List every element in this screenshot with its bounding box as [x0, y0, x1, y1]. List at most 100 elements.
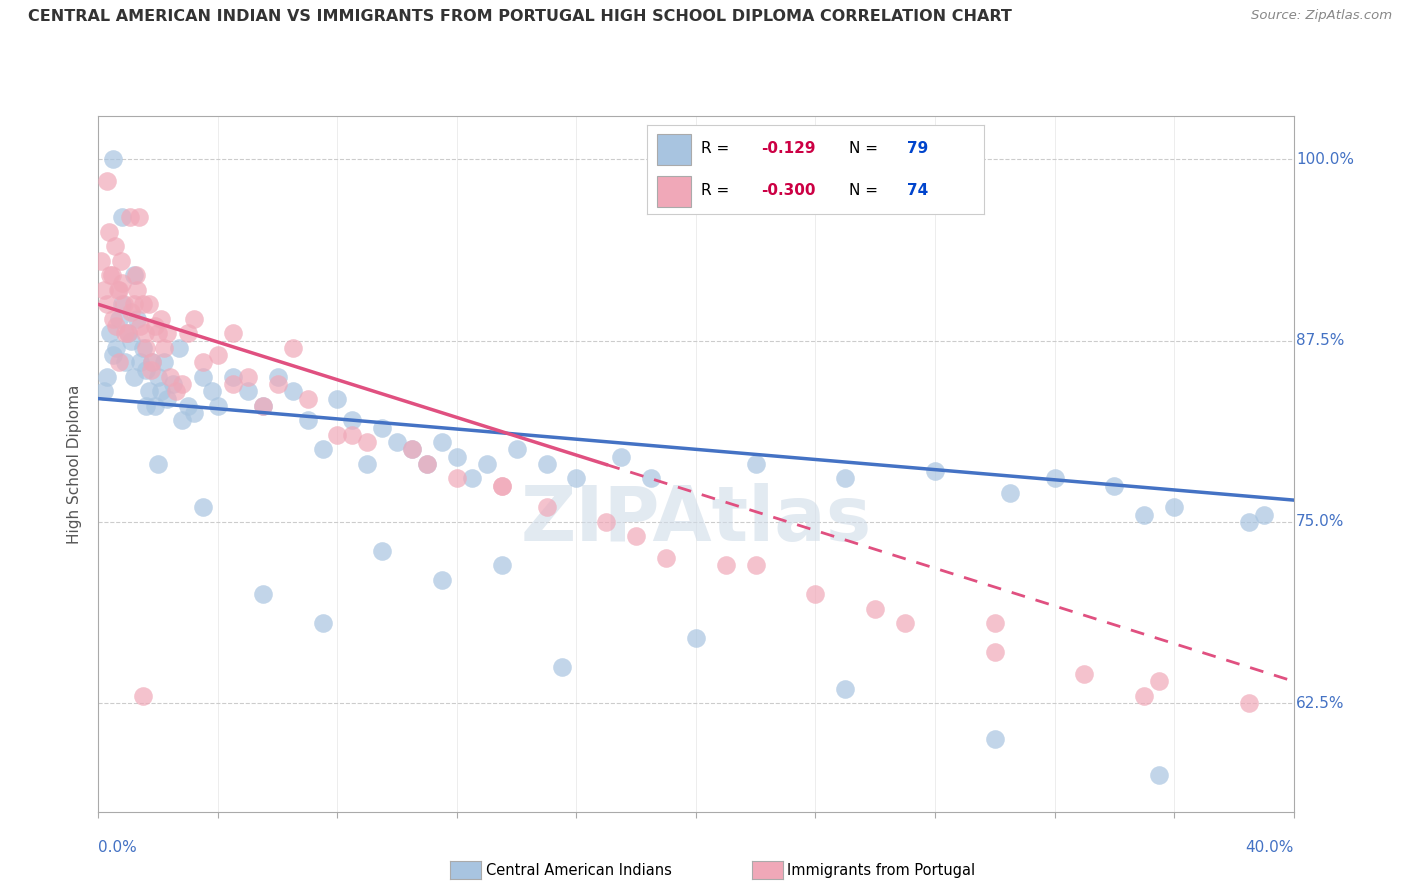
Point	[96, 174, 118, 188]
Point	[139, 362, 162, 376]
Text: R =: R =	[700, 142, 734, 156]
FancyBboxPatch shape	[657, 134, 690, 165]
Text: CENTRAL AMERICAN INDIAN VS IMMIGRANTS FROM PORTUGAL HIGH SCHOOL DIPLOMA CORRELAT: CENTRAL AMERICAN INDIAN VS IMMIGRANTS FR…	[28, 9, 1012, 24]
Text: 0.0%: 0.0%	[98, 839, 138, 855]
Point	[156, 326, 179, 341]
Point	[207, 399, 229, 413]
Point	[1237, 515, 1260, 529]
Point	[105, 319, 128, 334]
Point	[124, 268, 146, 283]
Point	[135, 341, 157, 355]
Point	[685, 631, 707, 645]
Point	[281, 384, 304, 399]
Point	[124, 369, 146, 384]
Point	[281, 341, 304, 355]
Point	[834, 681, 856, 696]
Point	[252, 399, 274, 413]
Point	[267, 377, 290, 392]
Point	[356, 435, 378, 450]
Point	[172, 377, 194, 392]
Point	[114, 355, 136, 369]
Point	[491, 478, 513, 492]
Text: N =: N =	[849, 142, 879, 156]
Point	[222, 326, 245, 341]
Point	[342, 427, 364, 442]
Point	[128, 211, 150, 225]
Point	[222, 377, 245, 392]
Point	[745, 457, 768, 471]
Point	[97, 225, 120, 239]
Point	[1237, 696, 1260, 710]
Point	[98, 326, 122, 341]
Point	[159, 369, 181, 384]
Point	[138, 384, 160, 399]
Point	[177, 326, 200, 341]
Text: Central American Indians: Central American Indians	[486, 863, 672, 878]
Point	[326, 427, 349, 442]
Text: N =: N =	[849, 184, 879, 198]
Point	[191, 355, 214, 369]
Point	[183, 406, 205, 420]
Point	[141, 355, 163, 369]
Point	[165, 384, 187, 399]
Point	[172, 413, 194, 427]
Point	[93, 283, 115, 297]
Point	[150, 312, 173, 326]
Point	[162, 377, 184, 392]
Point	[132, 297, 155, 311]
Point	[297, 413, 319, 427]
Point	[1253, 508, 1275, 522]
Point	[124, 297, 146, 311]
Point	[416, 457, 439, 471]
Point	[430, 435, 453, 450]
Point	[297, 392, 319, 406]
Text: 40.0%: 40.0%	[1246, 839, 1294, 855]
Point	[1147, 768, 1170, 782]
Point	[1133, 689, 1156, 703]
Point	[129, 319, 152, 334]
Point	[167, 341, 190, 355]
Text: ZIPAtlas: ZIPAtlas	[520, 483, 872, 557]
Point	[150, 384, 173, 399]
Point	[461, 471, 484, 485]
Point	[103, 153, 125, 167]
Point	[108, 283, 131, 297]
Point	[222, 369, 245, 384]
Point	[506, 442, 529, 457]
Point	[112, 297, 135, 311]
Text: 79: 79	[907, 142, 928, 156]
Text: -0.300: -0.300	[762, 184, 815, 198]
Point	[98, 268, 122, 283]
Point	[125, 268, 148, 283]
Point	[156, 392, 179, 406]
Point	[153, 341, 176, 355]
Point	[117, 326, 139, 341]
Text: 74: 74	[907, 184, 928, 198]
Point	[236, 384, 259, 399]
Point	[446, 450, 468, 464]
Point	[96, 297, 118, 311]
Point	[148, 457, 170, 471]
Point	[252, 399, 274, 413]
Point	[595, 515, 617, 529]
Text: Source: ZipAtlas.com: Source: ZipAtlas.com	[1251, 9, 1392, 22]
Point	[132, 341, 155, 355]
Point	[863, 601, 886, 615]
Point	[153, 355, 176, 369]
Point	[138, 297, 160, 311]
Point	[201, 384, 224, 399]
Point	[117, 326, 139, 341]
Point	[311, 442, 333, 457]
Point	[356, 457, 378, 471]
Point	[104, 239, 127, 253]
Point	[148, 369, 170, 384]
Point	[127, 312, 149, 326]
Point	[998, 485, 1021, 500]
Point	[141, 355, 163, 369]
Point	[108, 355, 131, 369]
Point	[191, 500, 214, 515]
Point	[93, 384, 115, 399]
Point	[177, 399, 200, 413]
Point	[565, 471, 588, 485]
Point	[1102, 478, 1125, 492]
